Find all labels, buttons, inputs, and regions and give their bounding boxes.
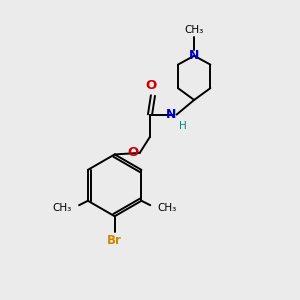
Text: H: H <box>179 121 187 131</box>
Text: Br: Br <box>107 234 122 247</box>
Text: O: O <box>127 146 138 159</box>
Text: N: N <box>166 108 176 121</box>
Text: CH₃: CH₃ <box>52 203 72 213</box>
Text: O: O <box>145 79 156 92</box>
Text: CH₃: CH₃ <box>158 203 177 213</box>
Text: CH₃: CH₃ <box>184 25 204 35</box>
Text: N: N <box>189 49 200 62</box>
